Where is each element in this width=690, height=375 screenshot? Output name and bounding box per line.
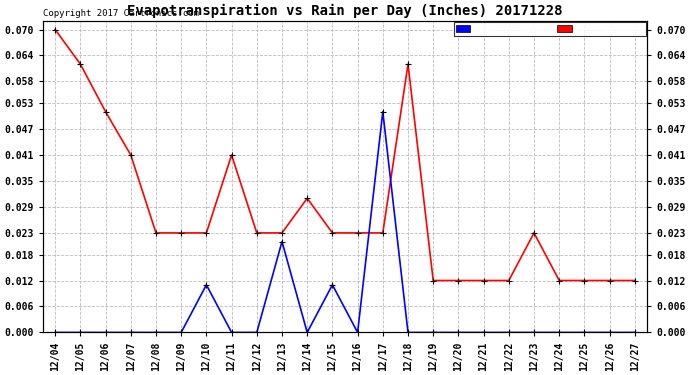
- Title: Evapotranspiration vs Rain per Day (Inches) 20171228: Evapotranspiration vs Rain per Day (Inch…: [127, 4, 563, 18]
- Legend: Rain  (Inches), ET  (Inches): Rain (Inches), ET (Inches): [454, 22, 647, 36]
- Text: Copyright 2017 Cartronics.com: Copyright 2017 Cartronics.com: [43, 9, 199, 18]
